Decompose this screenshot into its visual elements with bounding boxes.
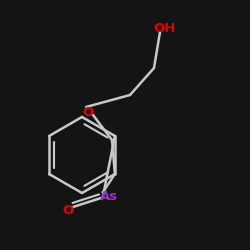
Text: O: O bbox=[62, 204, 74, 216]
Text: OH: OH bbox=[154, 22, 176, 35]
Text: As: As bbox=[100, 190, 118, 202]
Text: O: O bbox=[82, 106, 94, 118]
